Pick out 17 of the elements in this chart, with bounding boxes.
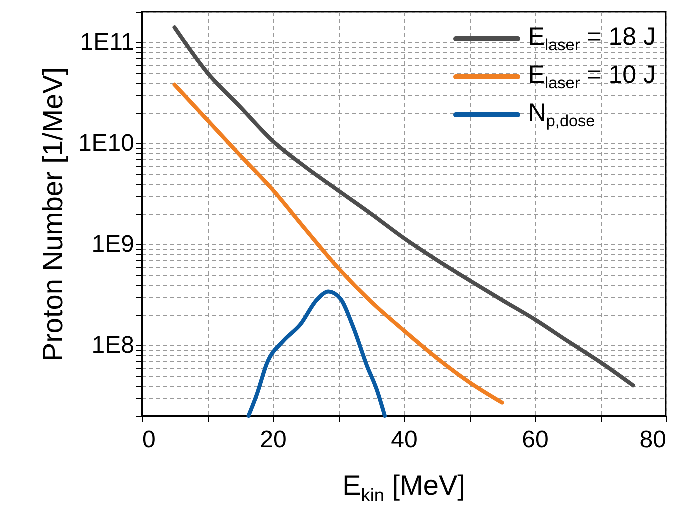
x-tick-label: 60 bbox=[522, 426, 549, 454]
y-tick-label: 1E11 bbox=[80, 28, 134, 56]
y-tick-label: 1E9 bbox=[92, 230, 134, 258]
y-tick-label: 1E8 bbox=[92, 332, 134, 359]
x-tick-label: 20 bbox=[260, 426, 287, 454]
x-tick-label: 0 bbox=[142, 426, 156, 454]
legend-label: N$_{p,dose}$ bbox=[528, 98, 596, 130]
line-series bbox=[246, 290, 388, 418]
x-axis-title: E$_{kin}$ [MeV] bbox=[342, 470, 466, 506]
x-tick-label: 80 bbox=[640, 426, 666, 454]
line-series bbox=[172, 26, 636, 388]
legend-label: E$_{laser}$ = 18 J bbox=[528, 22, 656, 54]
y-tick-label: 1E10 bbox=[78, 130, 134, 157]
y-axis-title: Proton Number [1/MeV] bbox=[37, 67, 68, 362]
legend-label: E$_{laser}$ = 10 J bbox=[528, 60, 656, 92]
x-tick-label: 40 bbox=[391, 426, 418, 454]
line-series bbox=[172, 82, 504, 405]
